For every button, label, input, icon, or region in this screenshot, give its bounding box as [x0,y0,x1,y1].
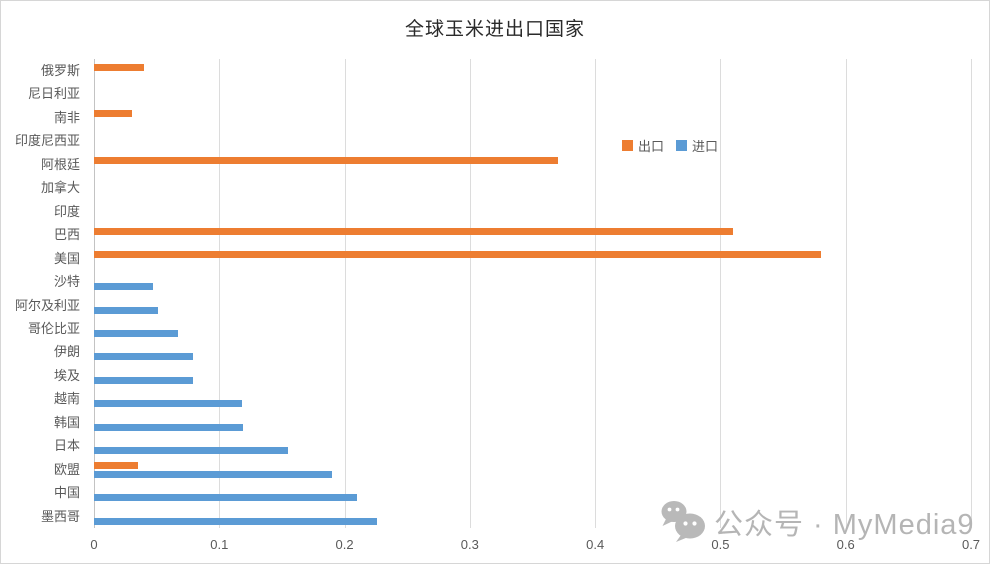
legend-item-export: 出口 [622,136,664,155]
watermark-text: 公众号 · MyMedia9 [714,508,975,541]
value-tick-label: 0.5 [711,537,730,552]
category-label: 埃及 [53,367,80,383]
category-label: 伊朗 [53,344,80,360]
category-row [94,106,971,129]
gridline [971,59,972,528]
value-tick-label: 0.2 [335,537,354,552]
category-row [94,411,971,434]
category-label: 阿根廷 [40,156,80,172]
category-label: 尼日利亚 [27,86,80,102]
import-bar [94,494,358,502]
gridline [720,59,722,528]
gridline [845,59,847,528]
category-axis-labels: 俄罗斯尼日利亚南非印度尼西亚阿根廷加拿大印度巴西美国沙特阿尔及利亚哥伦比亚伊朗埃… [1,59,86,528]
wechat-icon [661,501,705,542]
value-tick-label: 0.4 [586,537,605,552]
category-row [94,176,971,199]
legend: 出口 进口 [622,136,718,155]
gridline [344,59,346,528]
category-label: 阿尔及利亚 [14,297,80,313]
category-row [94,270,971,293]
category-label: 美国 [53,250,80,266]
category-row [94,340,971,363]
import-bar [94,517,378,525]
export-swatch-icon [622,140,633,151]
category-row [94,481,971,504]
value-tick-label: 0.6 [836,537,855,552]
category-row [94,364,971,387]
category-label: 欧盟 [53,461,80,477]
export-bar [94,157,558,165]
value-tick-label: 0 [90,537,98,552]
legend-item-import: 进口 [676,136,718,155]
import-bar [94,376,193,384]
export-bar [94,251,821,259]
value-tick-label: 0.7 [961,537,981,552]
legend-label-import: 进口 [692,139,719,154]
export-bar [94,110,132,118]
category-label: 墨西哥 [40,508,80,524]
import-bar [94,353,193,361]
category-row [94,223,971,246]
gridline [595,59,597,528]
import-bar [94,306,158,314]
export-bar [94,462,138,470]
gridline [469,59,471,528]
chart-title: 全球玉米进出口国家 [404,18,585,40]
category-row [94,247,971,270]
category-label: 中国 [53,485,80,501]
import-bar [94,283,153,291]
category-label: 哥伦比亚 [27,320,80,336]
category-label: 沙特 [53,274,80,290]
watermark: 公众号 · MyMedia9 [660,500,975,543]
category-label: 巴西 [53,227,80,243]
category-row [94,458,971,481]
import-bar [94,470,333,478]
category-row [94,387,971,410]
category-label: 印度 [53,203,80,219]
category-row [94,434,971,457]
category-row [94,129,971,152]
category-row [94,505,971,528]
import-bar [94,329,178,337]
export-bar [94,63,145,71]
category-label: 印度尼西亚 [14,133,80,149]
value-tick-label: 0.1 [210,537,229,552]
category-label: 南非 [53,109,80,125]
category-label: 日本 [53,438,80,454]
export-bar [94,227,733,235]
category-row [94,200,971,223]
category-row [94,294,971,317]
value-tick-label: 0.3 [460,537,479,552]
import-bar [94,400,242,408]
category-axis-line [94,59,95,528]
category-row [94,153,971,176]
category-row [94,317,971,340]
category-label: 加拿大 [40,180,80,196]
import-bar [94,447,289,455]
import-bar [94,423,244,431]
category-row [94,82,971,105]
import-swatch-icon [676,140,688,151]
legend-label-export: 出口 [638,139,665,154]
category-label: 韩国 [53,414,80,430]
value-axis-labels: 0 0.1 0.2 0.3 0.4 0.5 0.6 0.7 [90,537,980,555]
plot-area [94,59,972,528]
category-row [94,59,971,82]
gridline [219,59,221,528]
category-label: 越南 [53,391,80,407]
category-label: 俄罗斯 [40,63,80,78]
